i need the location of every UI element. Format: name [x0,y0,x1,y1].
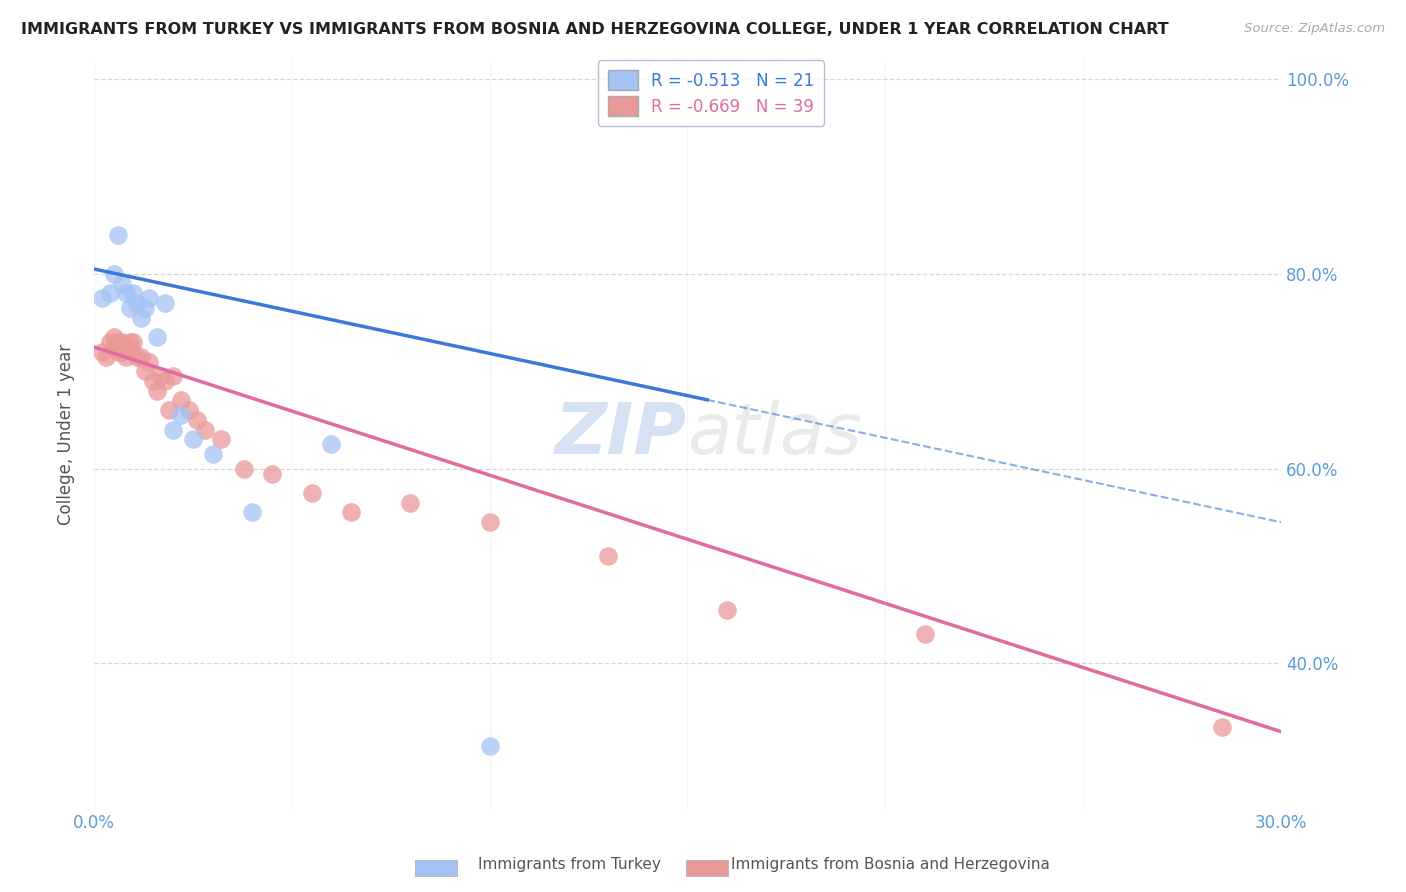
Text: IMMIGRANTS FROM TURKEY VS IMMIGRANTS FROM BOSNIA AND HERZEGOVINA COLLEGE, UNDER : IMMIGRANTS FROM TURKEY VS IMMIGRANTS FRO… [21,22,1168,37]
Point [914,627,936,641]
Point [162,369,184,384]
Point [321,437,343,451]
Point [138,291,160,305]
Y-axis label: College, Under 1 year: College, Under 1 year [58,344,75,525]
Point [186,413,208,427]
Point [114,340,136,354]
Point [118,301,141,315]
Point [122,334,145,349]
Point [90,291,112,305]
Point [153,296,176,310]
Point [209,433,232,447]
Point [146,330,169,344]
Point [114,286,136,301]
Point [1211,720,1233,734]
Point [94,350,117,364]
Point [103,267,125,281]
Point [142,374,165,388]
Point [127,350,149,364]
Point [162,423,184,437]
Point [127,296,149,310]
Point [170,393,193,408]
Point [90,344,112,359]
Point [98,334,121,349]
Text: Source: ZipAtlas.com: Source: ZipAtlas.com [1244,22,1385,36]
Point [260,467,283,481]
Text: ZIP: ZIP [555,401,688,469]
Point [114,350,136,364]
Point [134,301,156,315]
Point [240,506,263,520]
Point [107,227,129,242]
Point [233,461,256,475]
Point [146,384,169,398]
Point [598,549,620,564]
Point [340,506,363,520]
Point [478,515,501,529]
Point [98,286,121,301]
Point [170,408,193,422]
Point [103,330,125,344]
Legend: R = -0.513   N = 21, R = -0.669   N = 39: R = -0.513 N = 21, R = -0.669 N = 39 [598,61,824,126]
Point [301,486,323,500]
Point [716,603,738,617]
Text: Immigrants from Turkey: Immigrants from Turkey [478,857,661,872]
Point [201,447,224,461]
Point [111,277,134,291]
Point [122,286,145,301]
Point [153,374,176,388]
Point [103,340,125,354]
Point [122,344,145,359]
Point [131,310,153,325]
Point [194,423,217,437]
Point [478,739,501,754]
Point [118,334,141,349]
Point [181,433,204,447]
Point [150,369,173,384]
Point [107,334,129,349]
Point [111,344,134,359]
Point [157,403,180,417]
Point [399,496,422,510]
Point [131,350,153,364]
Point [138,354,160,368]
Text: atlas: atlas [688,401,862,469]
Point [107,344,129,359]
Point [177,403,200,417]
Text: Immigrants from Bosnia and Herzegovina: Immigrants from Bosnia and Herzegovina [731,857,1050,872]
Point [111,334,134,349]
Point [134,364,156,378]
